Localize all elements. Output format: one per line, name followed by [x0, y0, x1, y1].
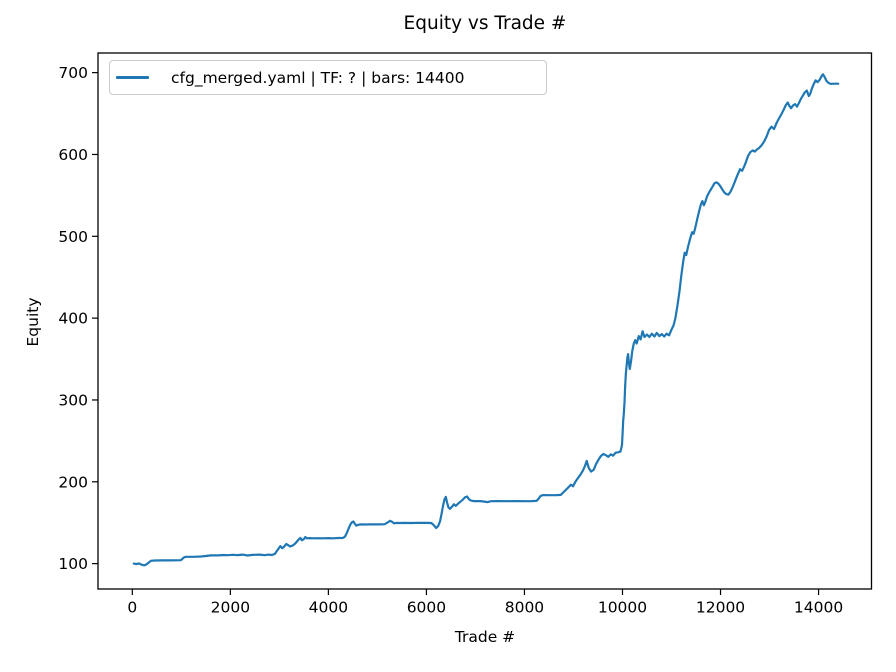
y-tick-label: 500 [58, 228, 88, 246]
y-tick-label: 700 [58, 64, 88, 82]
axes-frame [97, 52, 873, 590]
y-tick-label: 200 [58, 473, 88, 491]
x-tick-label: 2000 [211, 599, 250, 617]
x-tick-label: 0 [127, 599, 137, 617]
equity-line [132, 73, 840, 567]
y-tick-label: 600 [58, 146, 88, 164]
x-tick-label: 12000 [696, 599, 745, 617]
y-tick-label: 300 [58, 391, 88, 409]
x-tick-label: 10000 [598, 599, 647, 617]
y-axis-label: Equity [24, 297, 42, 347]
x-tick-label: 6000 [407, 599, 446, 617]
chart-title: Equity vs Trade # [403, 13, 567, 34]
y-tick-label: 100 [58, 555, 88, 573]
x-axis-ticks: 0 2000 4000 6000 8000 10000 12000 14000 [127, 589, 843, 617]
x-axis-label: Trade # [454, 628, 516, 646]
x-tick-label: 4000 [309, 599, 348, 617]
x-tick-label: 14000 [794, 599, 843, 617]
legend: cfg_merged.yaml | TF: ? | bars: 14400 [109, 60, 547, 95]
x-tick-label: 8000 [505, 599, 544, 617]
y-tick-label: 400 [58, 310, 88, 328]
legend-line-sample [116, 76, 149, 79]
legend-label: cfg_merged.yaml | TF: ? | bars: 14400 [171, 68, 465, 87]
y-axis-ticks: 100 200 300 400 500 600 700 [58, 64, 98, 573]
